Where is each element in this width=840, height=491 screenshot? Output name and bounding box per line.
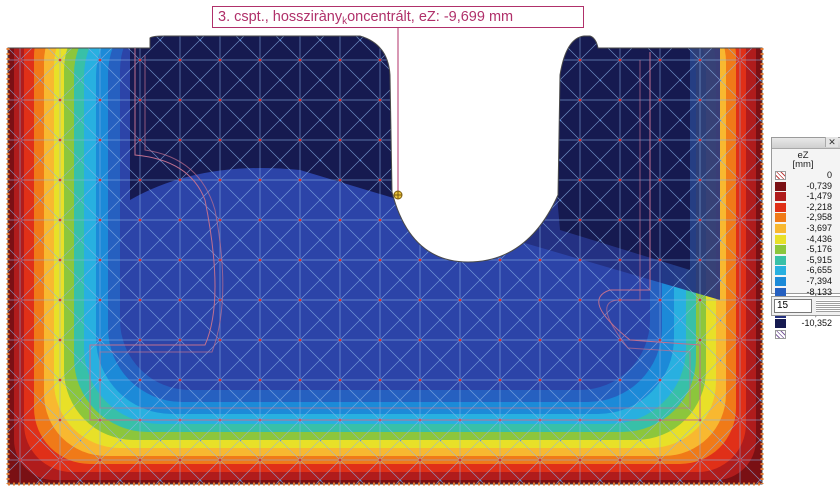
legend-value: -7,394 (806, 275, 832, 286)
legend-value: -5,915 (806, 254, 832, 265)
legend-swatch (775, 181, 786, 191)
legend-overflow-swatch (775, 329, 786, 339)
close-icon[interactable]: ✕ (825, 137, 838, 147)
legend-level-row: -7,394 (772, 276, 840, 287)
legend-level-row: -2,958 (772, 212, 840, 223)
legend-level-row: -8,133 (772, 287, 840, 298)
legend-header: eZ [mm] (772, 149, 834, 170)
legend-swatch (775, 202, 786, 212)
legend-value: -6,655 (806, 265, 832, 276)
legend-value: -3,697 (806, 222, 832, 233)
legend-swatch (775, 213, 786, 223)
legend-swatch (775, 255, 786, 265)
legend-level-row: -3,697 (772, 223, 840, 234)
legend-value: -4,436 (806, 233, 832, 244)
level-count-stepper[interactable]: 15 (774, 299, 812, 313)
legend-level-row: -0,739 (772, 181, 840, 192)
legend-unit: [mm] (792, 159, 814, 170)
legend-swatch (775, 223, 786, 233)
legend-swatch (775, 171, 786, 180)
legend-title: eZ (797, 150, 809, 161)
legend-swatch (775, 266, 786, 276)
legend-swatch (775, 245, 786, 255)
callout-prefix: 3. cspt., hossziràny (218, 9, 343, 25)
callout-suffix: oncentrált, eZ: -9,699 mm (347, 9, 514, 25)
level-count-slider[interactable] (816, 300, 840, 312)
deformation-contour-plot (6, 28, 764, 486)
legend-value: -10,352 (801, 318, 832, 329)
legend-swatch (775, 276, 786, 286)
legend-level-row: 0 (772, 170, 840, 181)
legend-overflow-row (772, 329, 840, 340)
result-callout-label: 3. cspt., hosszirànykoncentrált, eZ: -9,… (212, 6, 584, 28)
legend-value: -2,958 (806, 212, 832, 223)
legend-swatch (775, 319, 786, 329)
legend-level-row: -2,218 (772, 202, 840, 213)
legend-value: -8,133 (806, 286, 832, 297)
legend-level-row: -5,176 (772, 244, 840, 255)
legend-swatch (775, 287, 786, 297)
legend-level-row: -1,479 (772, 191, 840, 202)
callout-subscript: k (342, 16, 348, 27)
legend-level-row: -6,655 (772, 265, 840, 276)
level-count-control: 15 (771, 296, 840, 316)
legend-swatch (775, 192, 786, 202)
selected-node-marker[interactable] (393, 190, 403, 200)
contour-bands (8, 36, 762, 484)
legend-level-row: -4,436 (772, 234, 840, 245)
color-scale-legend: ✕ eZ [mm] 0 -0,739 -1,479 -2,218 -2,958 -3,69… (771, 137, 840, 339)
legend-swatch (775, 234, 786, 244)
legend-level-row: -5,915 (772, 255, 840, 266)
legend-value: -0,739 (806, 180, 832, 191)
legend-titlebar[interactable]: ✕ (772, 137, 840, 149)
legend-level-row: -10,352 (772, 318, 840, 329)
legend-value: -2,218 (806, 201, 832, 212)
legend-value: -1,479 (806, 191, 832, 202)
legend-value: -5,176 (806, 244, 832, 255)
model-viewport[interactable] (0, 0, 770, 491)
legend-value: 0 (826, 170, 832, 180)
